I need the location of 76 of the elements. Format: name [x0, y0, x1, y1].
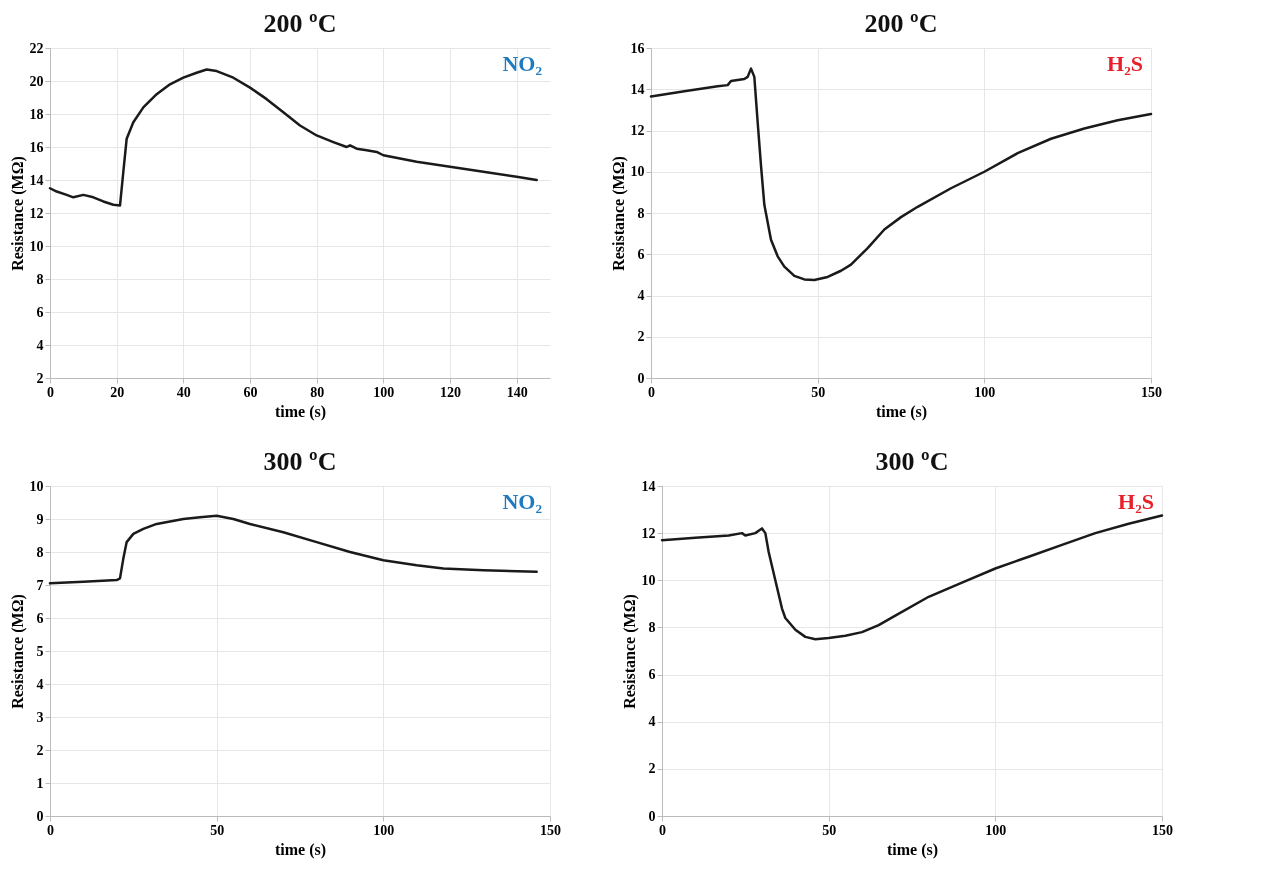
- y-tick-label: 4: [648, 714, 656, 730]
- y-tick-label: 4: [637, 288, 645, 303]
- y-axis-title: Resistance (MΩ): [609, 156, 628, 271]
- y-tick-label: 0: [637, 370, 645, 386]
- y-axis-title: Resistance (MΩ): [8, 156, 27, 271]
- x-axis-title: time (s): [886, 840, 939, 859]
- x-tick-label: 50: [811, 384, 826, 400]
- y-tick-label: 7: [36, 577, 44, 593]
- x-tick-label: 50: [822, 822, 837, 838]
- y-tick-label: 22: [29, 40, 44, 56]
- line-series: [660, 514, 1164, 641]
- y-tick-label: 14: [641, 478, 656, 494]
- x-axis-title: time (s): [875, 402, 928, 421]
- x-tick-label: 120: [440, 384, 461, 400]
- y-tick-label: 18: [29, 106, 44, 122]
- y-tick-label: 0: [648, 808, 656, 824]
- y-tick-label: 5: [36, 643, 44, 659]
- y-tick-label: 4: [36, 337, 44, 353]
- x-tick-label: 100: [985, 822, 1007, 838]
- y-tick-label: 16: [630, 40, 645, 56]
- annotation: H₂S: [1107, 51, 1143, 76]
- y-tick-label: 2: [648, 761, 656, 777]
- y-tick-label: 8: [648, 619, 656, 635]
- y-tick-label: 8: [637, 205, 645, 221]
- y-axis-title: Resistance (MΩ): [620, 594, 639, 709]
- y-tick-label: 1: [36, 775, 44, 791]
- chart-title: 300 ºC: [875, 447, 949, 476]
- annotation: NO₂: [502, 489, 543, 514]
- x-tick-label: 100: [373, 822, 395, 838]
- x-tick-label: 80: [310, 384, 325, 400]
- y-tick-label: 6: [648, 667, 656, 683]
- chart-title: 200 ºC: [864, 9, 938, 38]
- y-tick-label: 12: [641, 525, 656, 541]
- y-tick-label: 6: [36, 610, 44, 626]
- x-tick-label: 150: [540, 822, 561, 838]
- y-tick-label: 6: [637, 246, 645, 262]
- x-tick-label: 150: [1141, 384, 1162, 400]
- y-tick-label: 16: [29, 139, 44, 155]
- y-tick-label: 14: [29, 172, 44, 188]
- y-tick-label: 4: [36, 676, 44, 692]
- chart-title: 300 ºC: [263, 447, 337, 476]
- y-tick-label: 10: [630, 164, 645, 180]
- y-tick-label: 20: [29, 73, 44, 89]
- x-tick-label: 150: [1152, 822, 1173, 838]
- y-tick-label: 2: [637, 329, 645, 345]
- y-tick-label: 9: [36, 511, 44, 527]
- y-tick-label: 10: [29, 478, 44, 494]
- annotation: NO₂: [502, 51, 543, 76]
- x-tick-label: 100: [373, 384, 395, 400]
- x-tick-label: 50: [210, 822, 225, 838]
- x-tick-label: 40: [176, 384, 191, 400]
- line-series: [48, 514, 538, 585]
- x-tick-label: 0: [659, 822, 666, 838]
- y-axis-title: Resistance (MΩ): [8, 594, 27, 709]
- x-tick-label: 140: [506, 384, 528, 400]
- y-tick-label: 3: [36, 709, 44, 725]
- x-tick-label: 20: [110, 384, 125, 400]
- x-axis-title: time (s): [274, 840, 327, 859]
- y-tick-label: 2: [36, 742, 44, 758]
- y-tick-label: 12: [630, 123, 645, 138]
- x-axis-title: time (s): [274, 402, 327, 421]
- y-tick-label: 8: [36, 271, 44, 287]
- annotation: H₂S: [1118, 489, 1154, 514]
- x-tick-label: 100: [974, 384, 996, 400]
- chart-title: 200 ºC: [263, 9, 337, 38]
- y-tick-label: 2: [36, 370, 44, 386]
- x-tick-label: 60: [243, 384, 258, 400]
- y-tick-label: 6: [36, 304, 44, 320]
- y-tick-label: 8: [36, 544, 44, 560]
- y-tick-label: 12: [29, 205, 44, 221]
- y-tick-label: 0: [36, 808, 44, 824]
- x-tick-label: 0: [47, 822, 54, 838]
- y-tick-label: 14: [630, 81, 645, 97]
- y-tick-label: 10: [641, 572, 656, 588]
- x-tick-label: 0: [47, 384, 54, 400]
- y-tick-label: 10: [29, 238, 44, 254]
